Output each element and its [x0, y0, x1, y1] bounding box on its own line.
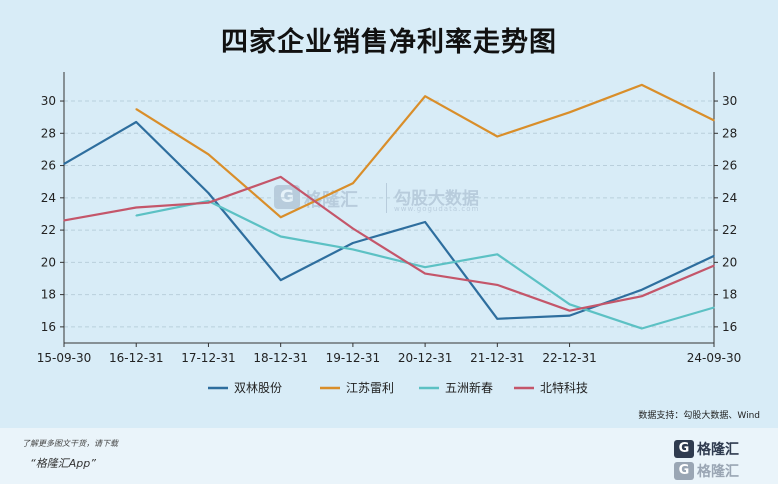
watermark: G 格隆汇 勾股大数据 www.gogudata.com: [274, 181, 504, 217]
y-tick-label-right: 30: [722, 94, 737, 108]
y-tick-label-left: 26: [41, 159, 56, 173]
legend-label: 北特科技: [540, 380, 588, 395]
y-tick-label-right: 28: [722, 126, 737, 140]
x-tick-label: 18-12-31: [253, 351, 307, 365]
data-point: [63, 163, 65, 165]
data-point: [207, 201, 210, 204]
data-point: [63, 219, 65, 222]
watermark-tag: 勾股大数据: [394, 189, 479, 209]
x-tick-label: 16-12-31: [109, 351, 163, 365]
x-tick-label: 20-12-31: [398, 351, 452, 365]
logo-mark-reflection: G: [674, 462, 694, 480]
data-point: [279, 216, 282, 218]
data-point: [424, 272, 426, 275]
data-point: [640, 327, 643, 330]
data-point: [713, 264, 715, 267]
data-point: [640, 295, 643, 298]
data-point: [207, 192, 210, 194]
data-point: [207, 153, 210, 156]
data-point: [424, 221, 426, 223]
y-tick-label-left: 20: [41, 255, 56, 269]
data-point: [496, 253, 499, 256]
data-point: [135, 206, 138, 209]
data-point: [352, 227, 354, 230]
series-line-4: [63, 175, 715, 312]
watermark-logo-mark: G: [274, 185, 300, 209]
x-tick-label: 19-12-31: [326, 351, 380, 365]
series-line-3: [135, 199, 715, 330]
data-point: [640, 288, 643, 291]
x-tick-label: 17-12-31: [181, 351, 235, 365]
data-point: [279, 279, 282, 281]
y-tick-label-left: 28: [41, 126, 56, 140]
logo-text-reflection: 格隆汇: [697, 464, 739, 480]
y-tick-label-left: 22: [41, 223, 56, 237]
data-point: [568, 309, 571, 312]
x-tick-label: 15-09-30: [37, 351, 91, 365]
y-tick-label-right: 18: [722, 288, 737, 302]
x-tick-label: 22-12-31: [542, 351, 596, 365]
data-point: [424, 266, 426, 268]
data-point: [352, 248, 354, 251]
y-tick-label-left: 16: [41, 320, 56, 334]
data-point: [135, 121, 138, 123]
data-point: [713, 306, 715, 309]
data-point: [568, 111, 571, 114]
data-point: [279, 235, 282, 238]
data-point: [713, 119, 715, 122]
data-point: [496, 318, 499, 320]
watermark-brand: 格隆汇: [304, 190, 358, 211]
legend-label: 江苏雷利: [346, 381, 394, 395]
data-point: [496, 135, 499, 138]
y-tick-label-left: 24: [41, 191, 56, 205]
y-tick-label-right: 26: [722, 159, 737, 173]
y-tick-label-left: 30: [41, 94, 56, 108]
legend-label: 双林股份: [234, 381, 282, 395]
data-point: [424, 95, 426, 97]
y-tick-label-right: 16: [722, 320, 737, 334]
line-chart: 16 16 18 18 20 20 22 22 24 24 26 26 28 28 30 30 15-09-30…: [37, 72, 741, 395]
logo-text: 格隆汇: [697, 442, 739, 458]
data-point: [135, 214, 138, 217]
y-tick-label-left: 18: [41, 288, 56, 302]
y-tick-label-right: 22: [722, 223, 737, 237]
y-tick-label-right: 20: [722, 255, 737, 269]
data-point: [713, 255, 715, 257]
data-point: [568, 314, 571, 317]
data-point: [496, 284, 499, 286]
footer-download-hint: 了解更多图文干货，请下载: [22, 439, 118, 448]
data-point: [352, 242, 354, 244]
series-line-1: [63, 120, 715, 320]
data-point: [135, 108, 138, 110]
watermark-url: www.gogudata.com: [394, 205, 480, 213]
x-tick-label: 24-09-30: [687, 351, 741, 365]
footer-app-name: “格隆汇App”: [30, 457, 96, 470]
y-tick-label-right: 24: [722, 191, 737, 205]
data-point: [279, 176, 282, 178]
x-tick-label: 21-12-31: [470, 351, 524, 365]
data-source: 数据支持：勾股大数据、Wind: [638, 411, 760, 421]
data-point: [640, 84, 643, 86]
data-point: [568, 303, 571, 306]
brand-logo: G 格隆汇 G 格隆汇: [674, 436, 770, 480]
chart-title: 四家企业销售净利率走势图: [221, 27, 557, 58]
logo-mark: G: [674, 440, 694, 458]
data-point: [352, 182, 354, 185]
legend-label: 五洲新春: [445, 380, 493, 395]
footer: [0, 428, 778, 484]
